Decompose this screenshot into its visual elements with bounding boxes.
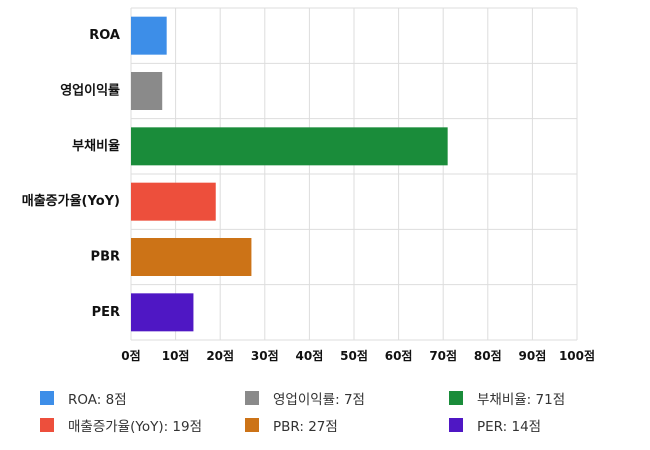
legend-label: 매출증가율(YoY): 19점 bbox=[68, 419, 203, 435]
category-label: 영업이익률 bbox=[60, 83, 120, 99]
category-label: PBR bbox=[91, 250, 120, 265]
x-tick-label: 80점 bbox=[474, 348, 502, 363]
x-tick-label: 0점 bbox=[121, 348, 140, 363]
bar bbox=[131, 72, 163, 110]
legend-swatch bbox=[245, 418, 259, 432]
bar bbox=[131, 127, 448, 166]
tick-labels: 0점 10점 20점 30점 40점 50점 60점 70점 80점 90점 100점 bbox=[121, 348, 595, 363]
bar bbox=[131, 16, 167, 55]
legend-item: ROA: 8점 bbox=[40, 388, 127, 408]
x-tick-label: 30점 bbox=[251, 348, 279, 363]
category-label: 부채비율 bbox=[72, 138, 120, 154]
bar bbox=[131, 238, 252, 276]
category-label: PER bbox=[92, 305, 120, 320]
legend-swatch bbox=[40, 418, 54, 432]
legend-swatch bbox=[245, 391, 259, 405]
legend-swatch bbox=[449, 418, 463, 432]
x-tick-label: 60점 bbox=[385, 348, 413, 363]
legend-item: 영업이익률: 7점 bbox=[245, 388, 365, 408]
legend-label: PBR: 27점 bbox=[273, 419, 338, 435]
category-label: ROA bbox=[89, 28, 120, 43]
bars bbox=[131, 16, 448, 332]
category-label: 매출증가율(YoY) bbox=[22, 193, 120, 209]
legend-label: PER: 14점 bbox=[477, 419, 542, 435]
legend-label: ROA: 8점 bbox=[68, 392, 127, 408]
legend-item: PBR: 27점 bbox=[245, 415, 338, 435]
x-tick-label: 50점 bbox=[340, 348, 368, 363]
x-tick-label: 70점 bbox=[429, 348, 457, 363]
legend-swatch bbox=[40, 391, 54, 405]
x-tick-label: 20점 bbox=[206, 348, 234, 363]
x-tick-label: 10점 bbox=[162, 348, 190, 363]
bar bbox=[131, 293, 194, 332]
legend-label: 영업이익률: 7점 bbox=[273, 392, 365, 408]
x-tick-label: 40점 bbox=[296, 348, 324, 363]
x-tick-label: 100점 bbox=[559, 348, 595, 363]
bar bbox=[131, 182, 216, 221]
legend-item: PER: 14점 bbox=[449, 415, 541, 435]
legend-item: 매출증가율(YoY): 19점 bbox=[40, 415, 202, 435]
legend-item: 부채비율: 71점 bbox=[449, 388, 565, 408]
grid bbox=[130, 7, 578, 341]
legend-label: 부채비율: 71점 bbox=[477, 392, 566, 408]
x-tick-label: 90점 bbox=[519, 348, 547, 363]
legend-swatch bbox=[449, 391, 463, 405]
